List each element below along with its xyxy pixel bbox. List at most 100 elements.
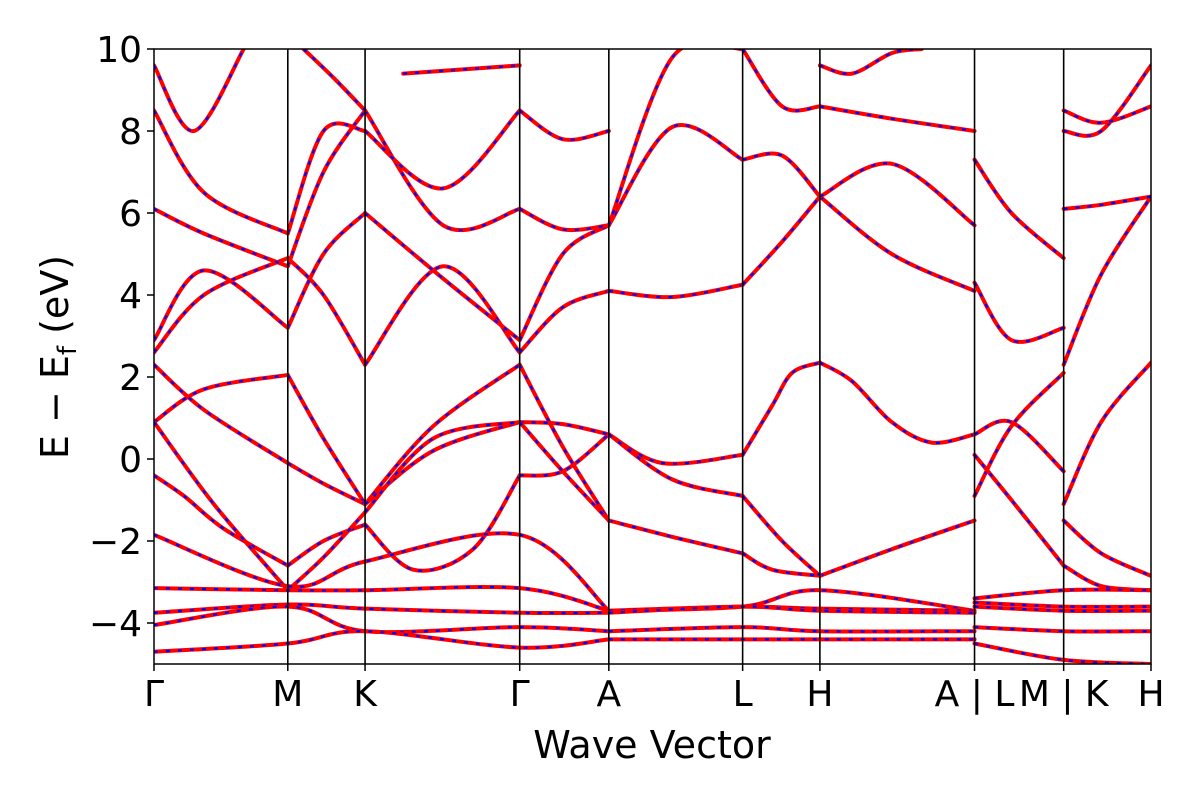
band-4-segment-8-solid [1061,194,1151,367]
band-6-segment-4-dashed [607,49,743,226]
band-7-segment-0-solid [154,108,290,236]
band-13-segment-2-solid [972,641,1151,664]
band-0-segment-5-solid [740,360,822,457]
band-3-segment-4-solid [972,418,1066,474]
band-0-segment-8-solid [1061,360,1151,507]
band-5-segment-5-dashed [742,152,821,198]
y-axis-title-unit: (eV) [33,255,77,346]
band-0-segment-6-solid [817,360,977,445]
band-5-segment-1-solid [285,211,368,330]
band-1-segment-0-dashed [154,373,288,424]
band-2-segment-5-solid [740,493,822,578]
band-5-segment-3-dashed [518,224,610,341]
band-11-segment-2-dashed [974,605,1151,613]
band-7-segment-4-dashed [1063,105,1151,124]
band-6-segment-4-solid [606,49,745,228]
band-1-segment-7-dashed [973,454,1065,567]
band-10-segment-0-dashed [154,585,610,612]
y-tick-label-7: 10 [96,30,142,71]
y-tick-label-6: 8 [119,112,142,153]
x-tick-label-8: M | K [1019,674,1110,715]
band-6-segment-7-dashed [1063,64,1151,137]
band-1-segment-6-dashed [819,519,975,577]
band-6-segment-7-solid [1061,63,1151,138]
band-1-segment-8-solid [1061,518,1151,578]
band-13-segment-0-dashed [154,630,609,653]
y-axis-title-main: E − E [33,355,77,459]
band-3-segment-0-solid [154,420,290,593]
band-lines [154,49,1151,664]
band-4-segment-3-solid [517,288,611,355]
band-8-segment-3-solid [817,49,924,76]
x-tick-label-4: A [597,674,622,715]
y-axis-title: E − Ef (eV) [33,255,83,459]
band-1-segment-1-dashed [286,374,366,505]
band-4-segment-6-dashed [819,195,975,292]
band-2-segment-4-dashed [608,433,743,497]
band-3-segment-3-solid [517,420,611,523]
band-4-segment-4-solid [606,282,745,300]
band-6-segment-0-dashed [154,207,289,268]
band-1-segment-4-solid [606,518,745,556]
band-0-segment-7-solid [972,370,1066,498]
band-4-segment-2-solid [363,264,522,367]
band-8-segment-2-dashed [403,64,520,75]
y-tick-label-4: 4 [119,276,142,317]
band-4-segment-7-dashed [973,282,1064,343]
band-7-segment-3-dashed [519,109,610,141]
y-tick-label-2: 0 [119,440,142,481]
band-8-segment-3-dashed [819,49,922,75]
band-3-segment-3-dashed [518,421,610,522]
y-tick-label-1: −2 [89,522,142,563]
band-0-segment-6-dashed [819,361,975,444]
x-tick-label-2: K [353,674,378,715]
band-0-segment-1-solid [285,522,368,568]
band-2-segment-2-dashed [364,421,521,505]
band-6-segment-6-dashed [819,105,975,133]
band-4-segment-1-solid [285,256,368,367]
band-12-segment-2-dashed [974,626,1151,633]
band-0-segment-5-dashed [741,361,821,456]
band-6-segment-5-solid [740,49,822,113]
band-11-segment-1-solid [606,604,977,615]
band-0-segment-3-solid [517,432,611,478]
band-4-segment-1-dashed [287,257,367,366]
band-9-segment-2-solid [972,587,1151,601]
band-7-segment-1-dashed [286,122,366,234]
band-13-segment-0-solid [154,629,611,654]
band-3-segment-2-solid [363,420,522,515]
band-2-segment-1-solid [285,461,368,507]
band-1-segment-4-dashed [608,519,743,555]
band-11-segment-0-dashed [154,603,609,615]
band-4-segment-6-solid [817,194,977,293]
plot-frame [153,48,1152,665]
band-8-segment-0-dashed [154,49,245,133]
band-8-segment-0-solid [154,49,246,133]
band-5-segment-3-solid [517,223,611,343]
band-5-segment-0-dashed [154,269,289,341]
band-5-segment-5-solid [740,151,822,199]
band-8-segment-1-solid [301,49,368,113]
band-0-segment-8-dashed [1062,361,1151,505]
band-10-segment-2-dashed [974,601,1151,609]
band-3-segment-1-dashed [287,511,366,592]
x-tick-label-0: Γ [144,674,164,715]
band-0-segment-7-dashed [973,372,1065,497]
band-1-segment-8-dashed [1062,519,1151,577]
band-2-segment-0-dashed [154,363,289,465]
band-1-segment-3-dashed [518,364,610,522]
band-4-segment-0-dashed [154,257,289,354]
band-7-segment-0-dashed [154,109,289,235]
band-1-segment-3-solid [517,362,611,523]
x-tick-label-6: H [806,674,833,715]
band-5-segment-8-dashed [1063,195,1151,210]
y-tick-label-5: 6 [119,194,142,235]
x-tick-label-5: L [733,674,753,715]
band-5-segment-4-solid [606,123,745,228]
band-5-segment-7-solid [972,157,1066,261]
x-tick-label-7: A | L [935,674,1015,715]
band-5-segment-4-dashed [607,123,744,226]
band-12-segment-1-solid [606,625,977,634]
